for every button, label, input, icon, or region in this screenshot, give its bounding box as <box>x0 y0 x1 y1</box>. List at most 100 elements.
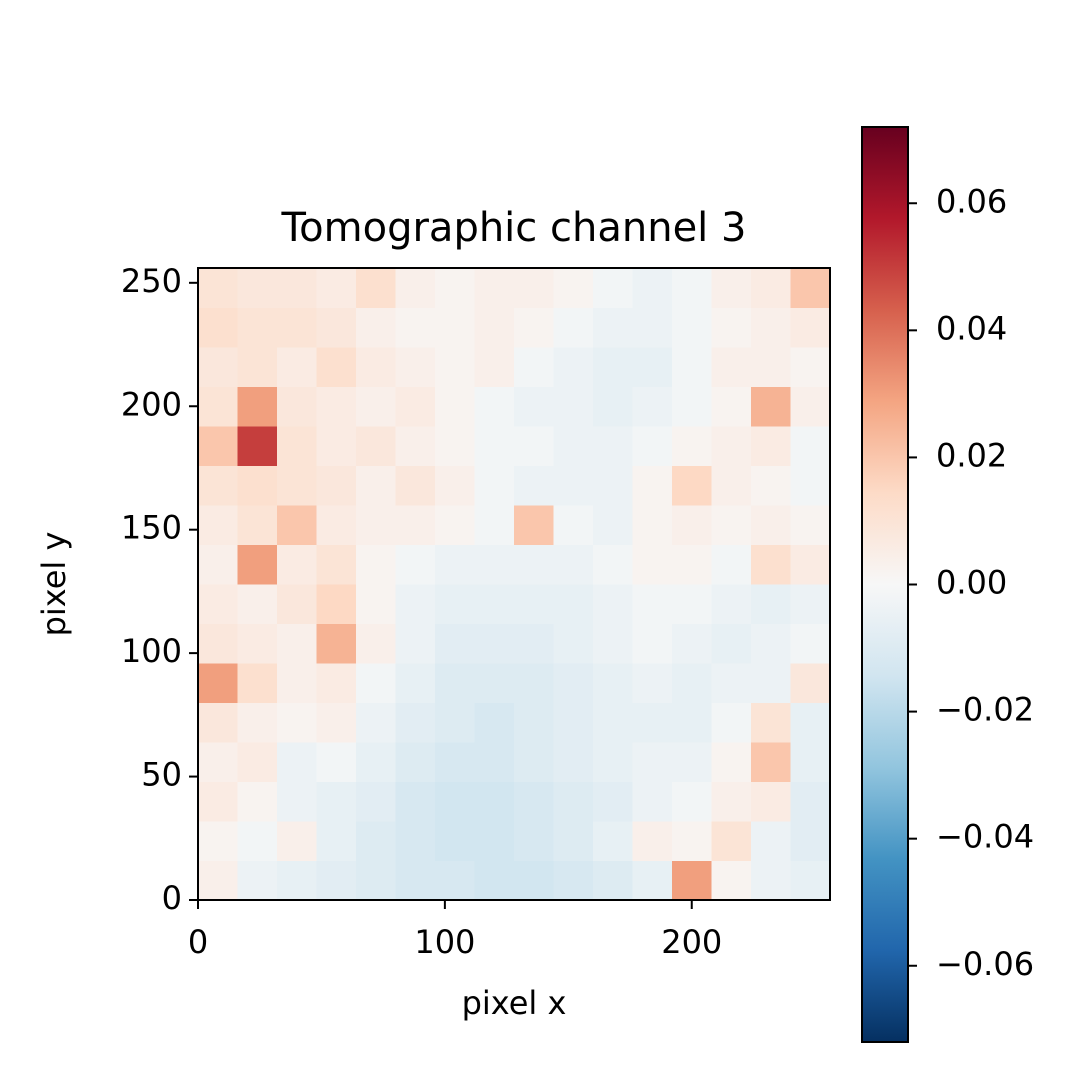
heatmap-cell <box>711 307 752 348</box>
heatmap-cell <box>672 307 712 348</box>
heatmap-cell <box>632 544 673 585</box>
heatmap-cell <box>672 544 712 585</box>
heatmap-cell <box>395 584 436 624</box>
heatmap-cell <box>632 702 673 743</box>
heatmap-cell <box>237 623 278 664</box>
heatmap-cell <box>514 505 554 545</box>
heatmap-cell <box>553 426 594 466</box>
heatmap-cell <box>316 268 357 308</box>
heatmap-cell <box>593 781 633 822</box>
colorbar-tick-label: 0.06 <box>936 182 1007 220</box>
heatmap-cell <box>277 742 317 782</box>
heatmap-cell <box>474 702 515 743</box>
heatmap-cell <box>356 623 396 664</box>
heatmap-cell <box>711 702 752 743</box>
heatmap-cell <box>395 386 436 427</box>
heatmap-cell <box>672 268 712 308</box>
heatmap-cell <box>672 347 712 387</box>
heatmap-cell <box>553 623 594 664</box>
heatmap-cell <box>514 386 554 427</box>
colorbar-tick-label: −0.02 <box>936 691 1034 729</box>
heatmap-cell <box>198 702 238 743</box>
heatmap-cell <box>198 307 238 348</box>
heatmap-cell <box>316 781 357 822</box>
heatmap-cell <box>237 821 278 861</box>
heatmap-cell <box>553 347 594 387</box>
heatmap-cell <box>435 781 475 822</box>
heatmap-cell <box>198 386 238 427</box>
heatmap-cell <box>198 821 238 861</box>
heatmap-cell <box>277 663 317 703</box>
heatmap-cell <box>711 584 752 624</box>
heatmap-cell <box>593 347 633 387</box>
heatmap-cell <box>514 663 554 703</box>
heatmap-cell <box>593 268 633 308</box>
heatmap-cell <box>277 821 317 861</box>
heatmap-cell <box>711 505 752 545</box>
heatmap-cell <box>790 860 831 901</box>
heatmap-cell <box>593 544 633 585</box>
heatmap-cell <box>593 623 633 664</box>
heatmap-cell <box>553 702 594 743</box>
heatmap-cell <box>711 465 752 506</box>
heatmap-cell <box>593 821 633 861</box>
heatmap-cell <box>435 544 475 585</box>
heatmap-cell <box>316 505 357 545</box>
heatmap-cell <box>198 505 238 545</box>
heatmap-cell <box>474 465 515 506</box>
heatmap-cell <box>672 702 712 743</box>
heatmap-cell <box>435 860 475 901</box>
heatmap-cell <box>237 307 278 348</box>
heatmap-cell <box>514 781 554 822</box>
heatmap-cell <box>790 544 831 585</box>
heatmap-cell <box>553 821 594 861</box>
heatmap-cell <box>237 584 278 624</box>
heatmap-cell <box>474 821 515 861</box>
heatmap-cell <box>198 347 238 387</box>
heatmap-cell <box>751 544 791 585</box>
heatmap-cell <box>356 860 396 901</box>
heatmap-cell <box>316 426 357 466</box>
heatmap-cell <box>672 821 712 861</box>
x-tick-label: 100 <box>414 923 475 961</box>
heatmap-cell <box>751 307 791 348</box>
heatmap-cell <box>237 544 278 585</box>
heatmap-cell <box>711 821 752 861</box>
chart-title: Tomographic channel 3 <box>281 205 747 251</box>
heatmap-cell <box>632 426 673 466</box>
heatmap-cell <box>395 623 436 664</box>
heatmap-cell <box>553 584 594 624</box>
y-tick-label: 50 <box>141 756 182 794</box>
heatmap-cell <box>198 663 238 703</box>
y-tick-label: 200 <box>121 385 182 423</box>
heatmap-cell <box>632 821 673 861</box>
heatmap-cell <box>790 663 831 703</box>
heatmap-cell <box>711 268 752 308</box>
heatmap-cell <box>514 544 554 585</box>
heatmap-cell <box>790 465 831 506</box>
heatmap-cell <box>514 623 554 664</box>
heatmap-cell <box>395 307 436 348</box>
heatmap-cell <box>514 347 554 387</box>
heatmap-cell <box>316 821 357 861</box>
heatmap-cell <box>672 505 712 545</box>
y-tick-label: 150 <box>121 509 182 547</box>
heatmap-cell <box>395 505 436 545</box>
heatmap-cell <box>474 781 515 822</box>
heatmap-cell <box>711 386 752 427</box>
heatmap-cell <box>277 347 317 387</box>
heatmap-cell <box>672 426 712 466</box>
heatmap-cell <box>356 505 396 545</box>
heatmap-cell <box>790 386 831 427</box>
heatmap-cell <box>553 505 594 545</box>
heatmap-cell <box>593 584 633 624</box>
heatmap-cell <box>593 860 633 901</box>
heatmap-cell <box>277 781 317 822</box>
heatmap-cell <box>553 465 594 506</box>
heatmap-cell <box>435 623 475 664</box>
x-axis-label: pixel x <box>462 984 567 1022</box>
heatmap-cell <box>474 663 515 703</box>
heatmap-cell <box>474 307 515 348</box>
heatmap-cell <box>237 702 278 743</box>
heatmap-cell <box>435 584 475 624</box>
